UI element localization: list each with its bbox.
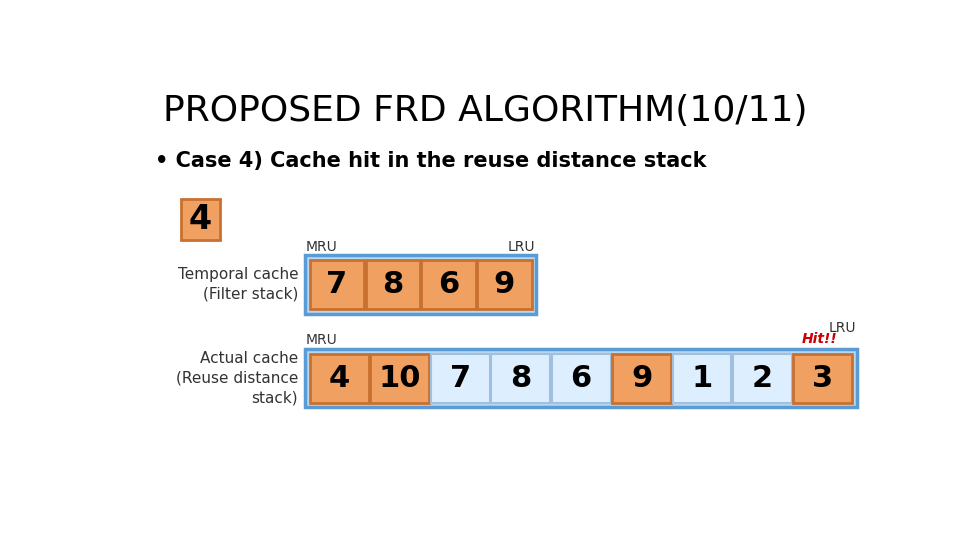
FancyBboxPatch shape [305,255,537,314]
Text: 4: 4 [189,203,212,236]
FancyBboxPatch shape [310,260,364,309]
FancyBboxPatch shape [492,354,550,403]
FancyBboxPatch shape [181,199,220,240]
Text: LRU: LRU [828,321,856,335]
Text: 9: 9 [631,364,652,393]
Text: 9: 9 [493,270,516,299]
Text: 7: 7 [326,270,348,299]
Text: LRU: LRU [508,240,536,253]
Text: Hit!!: Hit!! [802,332,838,346]
Text: MRU: MRU [306,240,338,253]
FancyBboxPatch shape [673,354,732,403]
Text: • Case 4) Cache hit in the reuse distance stack: • Case 4) Cache hit in the reuse distanc… [155,151,707,171]
FancyBboxPatch shape [305,349,857,408]
FancyBboxPatch shape [431,354,490,403]
Text: 1: 1 [691,364,712,393]
Text: 4: 4 [328,364,350,393]
FancyBboxPatch shape [371,354,429,403]
FancyBboxPatch shape [612,354,671,403]
Text: 7: 7 [449,364,470,393]
Text: 3: 3 [812,364,833,393]
Text: Temporal cache
(Filter stack): Temporal cache (Filter stack) [178,267,299,302]
Text: 2: 2 [752,364,773,393]
Text: 8: 8 [382,270,403,299]
FancyBboxPatch shape [366,260,420,309]
FancyBboxPatch shape [794,354,852,403]
Text: 6: 6 [570,364,591,393]
Text: 6: 6 [438,270,459,299]
FancyBboxPatch shape [421,260,476,309]
Text: PROPOSED FRD ALGORITHM(10/11): PROPOSED FRD ALGORITHM(10/11) [162,94,807,128]
FancyBboxPatch shape [477,260,532,309]
FancyBboxPatch shape [733,354,792,403]
Text: 8: 8 [510,364,531,393]
Text: MRU: MRU [306,334,338,347]
FancyBboxPatch shape [552,354,611,403]
FancyBboxPatch shape [310,354,369,403]
Text: Actual cache
(Reuse distance
stack): Actual cache (Reuse distance stack) [176,351,299,406]
Text: 10: 10 [378,364,421,393]
